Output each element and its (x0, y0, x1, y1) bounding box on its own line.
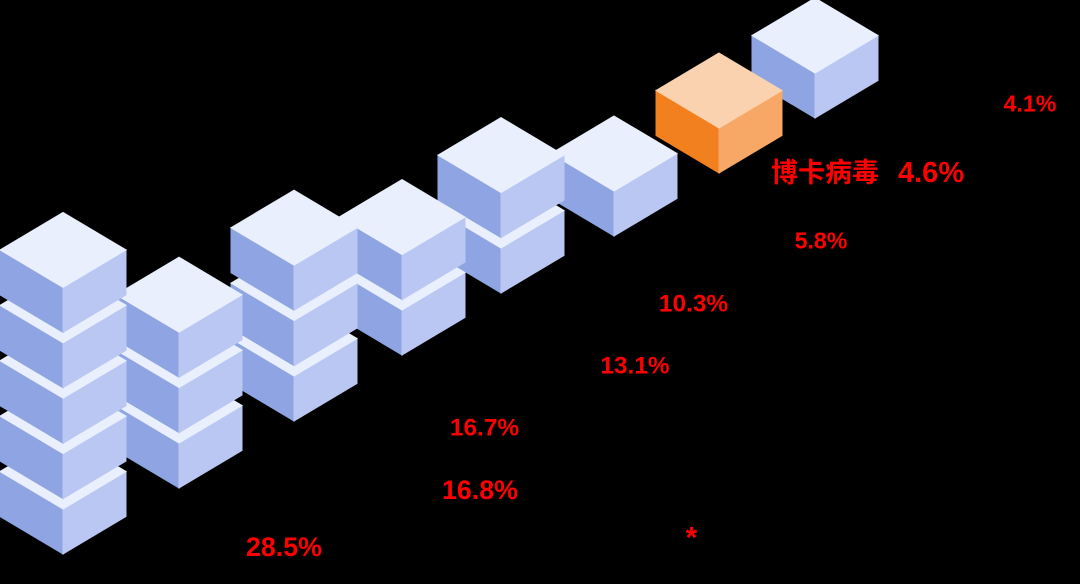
svg-text:5.8%: 5.8% (795, 228, 848, 254)
svg-text:博卡病毒: 博卡病毒 (771, 158, 879, 188)
svg-text:*: * (686, 522, 698, 555)
svg-text:4.1%: 4.1% (1004, 91, 1057, 117)
svg-text:10.3%: 10.3% (659, 291, 728, 318)
svg-text:13.1%: 13.1% (600, 353, 669, 380)
svg-text:16.7%: 16.7% (450, 415, 519, 442)
svg-text:16.8%: 16.8% (442, 475, 518, 505)
svg-text:4.6%: 4.6% (898, 157, 964, 189)
svg-text:28.5%: 28.5% (246, 532, 322, 562)
